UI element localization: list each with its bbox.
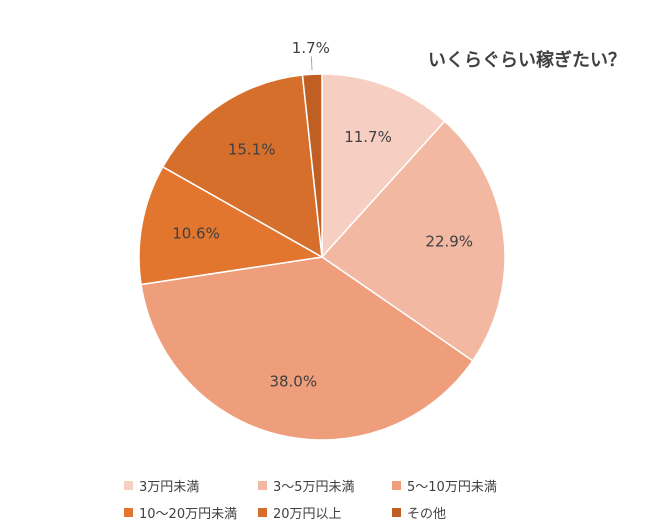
- pie-slice: [138, 165, 325, 286]
- data-label: 10.6%: [172, 224, 220, 242]
- data-label: 11.7%: [344, 128, 392, 146]
- legend-label: 20万円以上: [273, 507, 342, 522]
- legend-label: その他: [407, 507, 447, 522]
- legend-item: その他: [392, 503, 532, 522]
- legend-swatch: [258, 481, 267, 490]
- chart-title: いくらぐらい稼ぎたい？: [428, 50, 626, 71]
- legend-label: 10～20万円未満: [139, 507, 238, 522]
- data-label: 1.7%: [292, 39, 330, 57]
- legend-label: 5～10万円未満: [407, 480, 497, 495]
- legend-item: 5～10万円未満: [392, 476, 532, 495]
- pie-slice: [140, 256, 474, 441]
- data-label: 38.0%: [269, 372, 317, 390]
- legend-swatch: [124, 481, 133, 490]
- legend-swatch: [392, 481, 401, 490]
- legend-label: 3～5万円未満: [273, 480, 355, 495]
- pie-slice: [320, 120, 506, 362]
- leader-line: [310, 56, 313, 71]
- legend-item: 3～5万円未満: [258, 476, 392, 495]
- legend-swatch: [392, 508, 401, 517]
- data-label: 22.9%: [425, 233, 473, 251]
- pie-slice: [301, 73, 323, 258]
- legend-swatch: [258, 508, 267, 517]
- legend-label: 3万円未満: [139, 480, 200, 495]
- legend-item: 10～20万円未満: [124, 503, 258, 522]
- legend-swatch: [124, 508, 133, 517]
- legend: 3万円未満 3～5万円未満 5～10万円未満 10～20万円未満 20万円以上 その他: [124, 476, 544, 522]
- data-label: 15.1%: [228, 140, 276, 158]
- legend-item: 20万円以上: [258, 503, 392, 522]
- pie-slice: [161, 74, 323, 259]
- pie-slice: [321, 73, 446, 259]
- legend-item: 3万円未満: [124, 476, 258, 495]
